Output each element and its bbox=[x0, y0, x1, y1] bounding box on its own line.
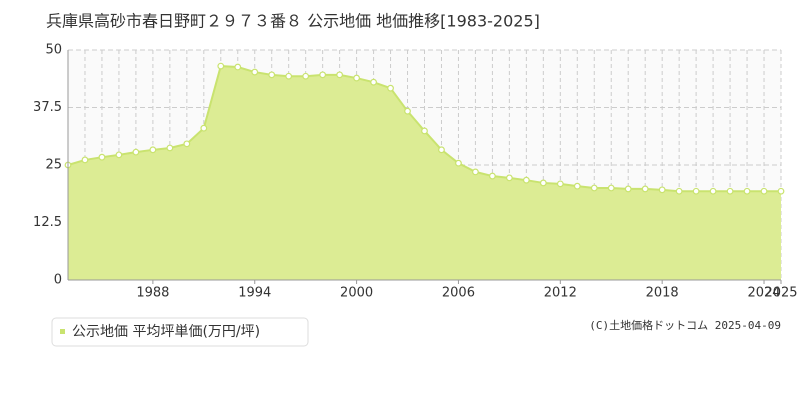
copyright: (C)土地価格ドットコム 2025-04-09 bbox=[589, 318, 781, 332]
point bbox=[421, 127, 428, 135]
point bbox=[387, 84, 394, 92]
x-tick-label: 1988 bbox=[136, 286, 169, 301]
point bbox=[268, 71, 276, 79]
point bbox=[132, 148, 140, 156]
point bbox=[217, 62, 225, 70]
point bbox=[709, 187, 717, 195]
y-tick-label: 25 bbox=[45, 158, 62, 173]
point bbox=[556, 180, 564, 188]
point bbox=[573, 182, 581, 190]
point bbox=[438, 146, 445, 154]
point bbox=[234, 63, 242, 71]
point bbox=[353, 74, 360, 82]
legend-swatch bbox=[60, 329, 65, 334]
y-tick-label: 50 bbox=[45, 43, 62, 58]
point bbox=[658, 186, 666, 194]
point bbox=[777, 187, 785, 195]
point bbox=[336, 71, 344, 79]
point bbox=[98, 153, 106, 161]
point bbox=[760, 187, 768, 195]
y-tick-label: 0 bbox=[54, 273, 62, 288]
point bbox=[81, 156, 89, 164]
point bbox=[370, 78, 377, 86]
point bbox=[115, 151, 123, 159]
point bbox=[624, 185, 632, 193]
legend-label: 公示地価 平均坪単価(万円/坪) bbox=[72, 324, 260, 340]
x-tick-label: 2024 bbox=[747, 286, 780, 301]
point bbox=[505, 174, 513, 182]
chart-title: 兵庫県高砂市春日野町２９７３番８ 公示地価 地価推移[1983-2025] bbox=[46, 12, 540, 31]
point bbox=[743, 187, 751, 195]
point bbox=[590, 184, 598, 192]
x-tick-label: 2025 bbox=[764, 286, 797, 301]
point bbox=[200, 124, 208, 132]
point bbox=[489, 172, 496, 180]
point bbox=[455, 159, 462, 167]
point bbox=[472, 168, 479, 176]
x-tick-label: 2006 bbox=[442, 286, 475, 301]
point bbox=[675, 187, 683, 195]
point bbox=[522, 176, 530, 184]
point bbox=[285, 72, 293, 80]
point bbox=[726, 187, 734, 195]
y-tick-label: 12.5 bbox=[33, 215, 62, 230]
point bbox=[692, 187, 700, 195]
x-tick-label: 1994 bbox=[238, 286, 271, 301]
point bbox=[149, 146, 157, 154]
point bbox=[641, 185, 649, 193]
point bbox=[539, 179, 547, 187]
legend-box bbox=[51, 317, 309, 347]
point bbox=[302, 72, 310, 80]
point bbox=[251, 68, 259, 76]
point bbox=[404, 107, 411, 115]
x-tick-label: 2000 bbox=[340, 286, 373, 301]
x-tick-label: 2018 bbox=[646, 286, 679, 301]
point bbox=[607, 184, 615, 192]
y-tick-label: 37.5 bbox=[33, 100, 62, 115]
x-tick-label: 2012 bbox=[544, 286, 577, 301]
point bbox=[319, 71, 327, 79]
point bbox=[166, 144, 174, 152]
point bbox=[183, 140, 191, 148]
area bbox=[68, 66, 781, 280]
